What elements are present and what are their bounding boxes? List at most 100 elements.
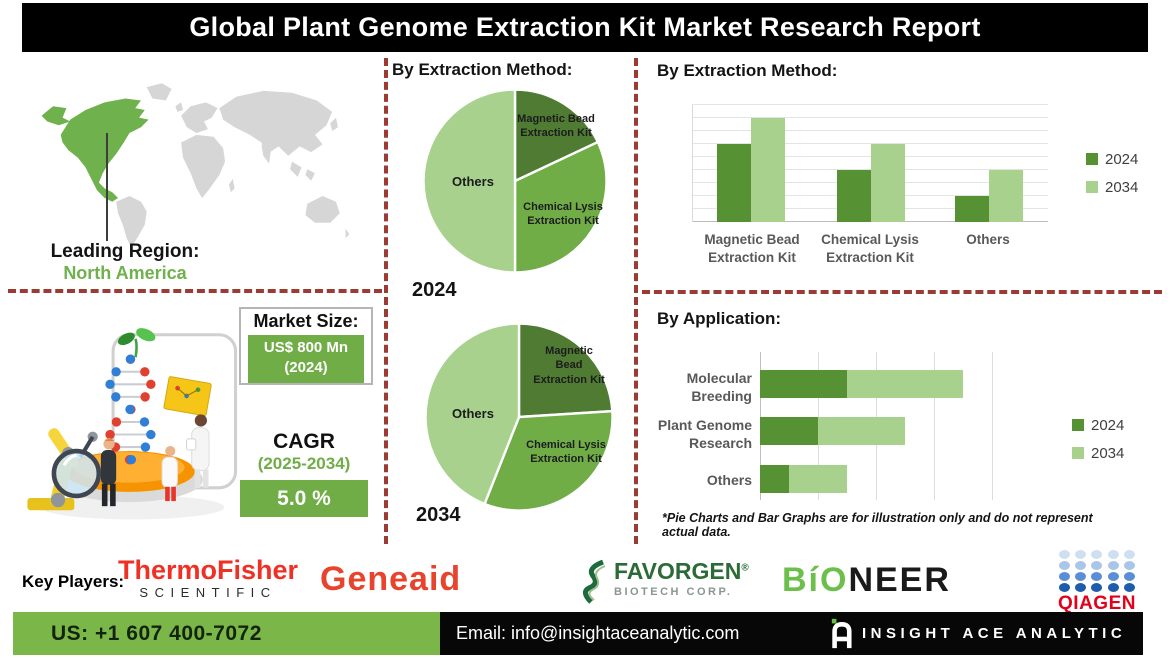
qiagen-dot <box>1123 572 1135 581</box>
logo-favorgen: FAVORGEN® BIOTECH CORP. <box>583 560 749 604</box>
pie-2024-label-magnetic-bead: Magnetic Bead Extraction Kit <box>517 113 595 140</box>
map-region-asia <box>219 90 333 156</box>
logo-thermofisher: ThermoFisher SCIENTIFIC <box>118 555 299 601</box>
gridline <box>692 169 1048 170</box>
pie-2034-label-magnetic-bead: Magnetic Bead Extraction Kit <box>533 345 605 386</box>
gridline <box>692 104 1048 105</box>
dna-helix <box>105 354 156 465</box>
vertical-separator-left <box>384 58 388 544</box>
bar-2024-cat1 <box>837 170 871 222</box>
bioneer-black-part: NEER <box>848 561 951 599</box>
pie-2034-year-label: 2034 <box>416 504 461 526</box>
qiagen-dot <box>1091 572 1103 581</box>
pie-2034-label-others: Others <box>452 406 494 421</box>
sprout-leaf-left <box>117 332 135 346</box>
footer-phone-block: US: +1 607 400-7072 <box>13 612 440 655</box>
map-region-north-america <box>60 98 149 202</box>
map-region-europe <box>181 102 218 133</box>
disclaimer-footnote: *Pie Charts and Bar Graphs are for illus… <box>662 511 1093 539</box>
qiagen-dot <box>1091 550 1103 559</box>
qiagen-wordmark: QIAGEN <box>1058 593 1136 614</box>
market-size-card: Market Size: US$ 800 Mn (2024) <box>239 307 373 385</box>
app-category-others: Others <box>706 472 752 488</box>
market-size-amount: US$ 800 Mn <box>263 339 349 356</box>
qiagen-dot <box>1107 583 1119 592</box>
pie-slice-2 <box>424 322 521 506</box>
bar-section-header: By Extraction Method: <box>657 61 838 80</box>
gridline <box>692 117 1048 118</box>
pie-slice-1 <box>483 409 614 512</box>
cagr-value: 5.0 % <box>240 480 368 517</box>
legend-row-2034: 2034 <box>1072 445 1124 462</box>
stack-2034-cat2 <box>789 465 847 493</box>
bioneer-green-part: BíO <box>782 561 849 599</box>
bar-category-magnetic-bead: Magnetic Bead Extraction Kit <box>704 232 800 266</box>
world-map <box>41 83 350 248</box>
insight-ace-logo-icon <box>831 618 852 649</box>
qiagen-dot <box>1123 550 1135 559</box>
favorgen-ribbon-icon <box>583 560 606 604</box>
qiagen-dot <box>1123 583 1135 592</box>
bar-2024-cat2 <box>955 196 989 222</box>
sprout-stem <box>134 338 138 358</box>
bar-2024-cat0 <box>717 144 751 222</box>
map-region-africa <box>181 134 226 198</box>
lab-illustration <box>27 328 238 520</box>
qiagen-dot <box>1091 583 1103 592</box>
pie-chart-2024: Magnetic Bead Extraction Kit Chemical Ly… <box>422 88 608 274</box>
qiagen-dot <box>1075 550 1087 559</box>
qiagen-dot <box>1107 572 1119 581</box>
map-region-greenland <box>146 83 172 101</box>
legend-row-2034: 2034 <box>1086 178 1139 196</box>
map-pointer-line <box>106 133 108 241</box>
insight-ace-brand: INSIGHT ACE ANALYTIC <box>830 618 1126 649</box>
map-region-india <box>261 144 271 164</box>
pie-chart-2034: Magnetic Bead Extraction Kit Chemical Ly… <box>424 322 614 512</box>
legend-row-2024: 2024 <box>1072 416 1125 434</box>
gridline <box>692 156 1048 157</box>
legend-swatch-2024 <box>1086 153 1098 165</box>
app-category-plant-genome-research: Plant Genome Research <box>657 417 752 452</box>
legend-label-2024: 2024 <box>1105 150 1139 168</box>
legend-label-2024: 2024 <box>1091 416 1125 434</box>
legend-label-2034: 2034 <box>1105 178 1139 196</box>
map-region-indonesia <box>305 169 315 181</box>
gridline <box>992 352 993 500</box>
legend-swatch-2034 <box>1086 181 1098 193</box>
extraction-bar-chart <box>692 104 1048 222</box>
qiagen-dot <box>1075 572 1087 581</box>
application-section-header: By Application: <box>657 309 782 328</box>
pie-2034-svg <box>424 322 614 512</box>
bar-category-others: Others <box>966 232 1010 247</box>
market-size-value: US$ 800 Mn (2024) <box>248 335 364 383</box>
sprout-leaf-right <box>136 328 156 342</box>
pie-2024-label-chemical-lysis: Chemical Lysis Extraction Kit <box>523 201 603 228</box>
gridline <box>934 352 935 500</box>
logo-geneaid: Geneaid <box>320 560 462 598</box>
application-bar-chart <box>760 352 1000 502</box>
app-category-molecular-breeding: Molecular Breeding <box>686 370 752 405</box>
qiagen-dot <box>1107 561 1119 570</box>
molecule-board <box>163 376 212 417</box>
favorgen-wordmark: FAVORGEN <box>614 558 742 584</box>
legend-row-2024: 2024 <box>1086 150 1139 168</box>
footer-email: Email: info@insightaceanalytic.com <box>456 623 740 643</box>
favorgen-registered-mark: ® <box>741 562 749 574</box>
bar-2034-cat1 <box>871 144 905 222</box>
map-region-alaska <box>41 106 71 126</box>
floor-shadow <box>40 494 225 520</box>
map-region-south-america <box>116 196 147 248</box>
thermofisher-wordmark: ThermoFisher <box>118 555 299 585</box>
qiagen-dot <box>1123 561 1135 570</box>
cagr-label: CAGR <box>273 430 335 453</box>
leading-region-block: Leading Region: North America <box>33 241 217 284</box>
qiagen-dot-grid <box>1059 550 1135 592</box>
scientist-dark-suit <box>100 438 117 507</box>
horizontal-separator-left <box>8 289 382 293</box>
map-region-se-asia <box>290 161 302 177</box>
stack-2024-cat0 <box>760 370 847 398</box>
legend-swatch-2034 <box>1072 447 1084 459</box>
leading-region-value: North America <box>63 263 187 283</box>
qiagen-dot <box>1075 561 1087 570</box>
map-region-new-zealand <box>345 228 350 239</box>
